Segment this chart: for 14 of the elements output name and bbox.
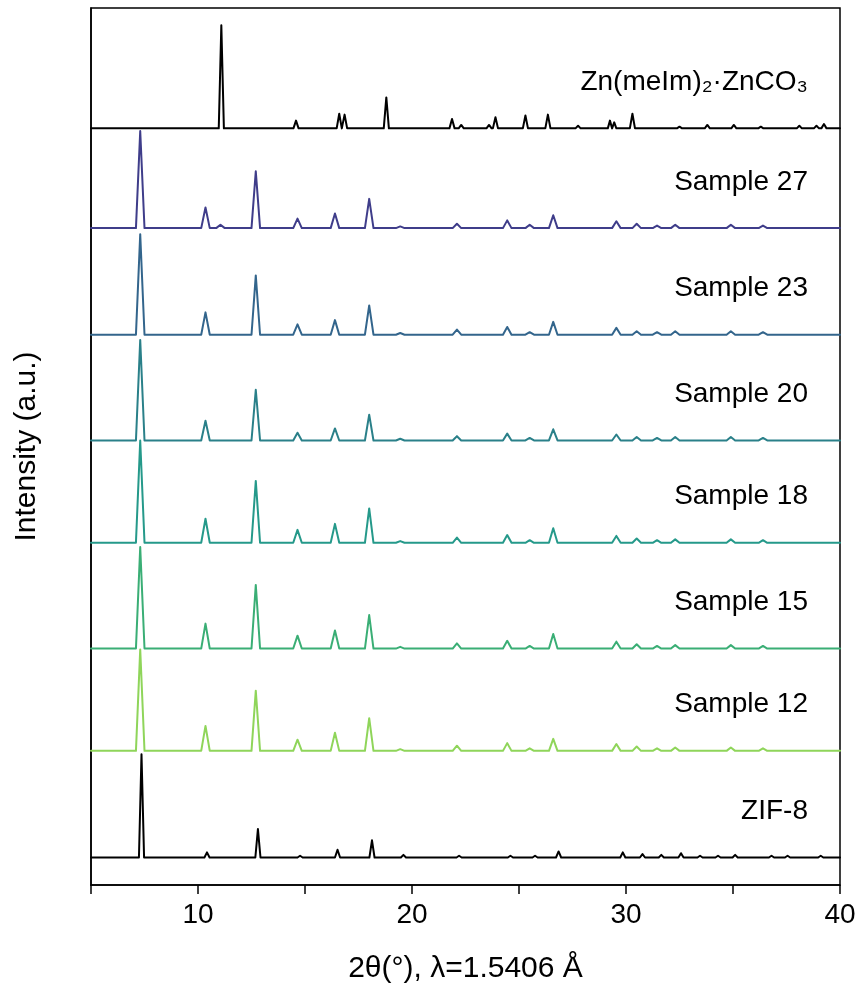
series-label: Sample 20	[674, 376, 808, 408]
x-tick-label: 40	[824, 897, 856, 929]
series-label: Sample 15	[674, 585, 808, 617]
series-label: Zn(meIm)₂·ZnCO₃	[580, 64, 808, 96]
series-label: Sample 27	[674, 164, 808, 196]
x-tick-label: 30	[610, 897, 642, 929]
series-label: Sample 18	[674, 479, 808, 511]
x-tick-label: 10	[182, 897, 214, 929]
x-tick-label: 20	[396, 897, 428, 929]
y-axis-title: Intensity (a.u.)	[7, 351, 41, 542]
x-axis-title: 2θ(°), λ=1.5406 Å	[348, 949, 583, 983]
series-label: Sample 23	[674, 271, 808, 303]
series-label: Sample 12	[674, 687, 808, 719]
series-label: ZIF-8	[741, 793, 808, 825]
